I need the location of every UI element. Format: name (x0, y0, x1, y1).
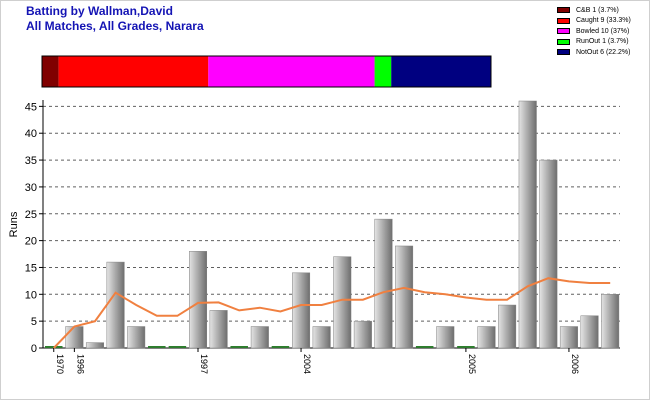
x-tick-label: 2004 (302, 354, 312, 374)
legend-swatch (557, 7, 570, 14)
bar (353, 320, 372, 349)
bar (189, 251, 208, 349)
x-tick-label: 1996 (75, 354, 85, 374)
legend-swatch (557, 17, 570, 24)
legend-item: RunOut 1 (3.7%) (557, 37, 631, 48)
bar-zero (230, 346, 248, 348)
dismissal-legend: C&B 1 (3.7%) Caught 9 (33.3%) Bowled 10 (3… (557, 5, 631, 58)
average-line (53, 277, 611, 349)
bar-zero (271, 346, 290, 348)
y-tick-label: 15 (25, 262, 37, 274)
legend-item: Caught 9 (33.3%) (557, 16, 631, 27)
y-tick-label: 10 (25, 289, 37, 301)
bar (580, 315, 599, 349)
legend-label: NotOut 6 (22.2%) (576, 48, 631, 56)
bar (209, 310, 228, 349)
y-tick-label: 5 (31, 316, 37, 328)
dismissal-segment (391, 56, 491, 87)
x-tick-label: 2005 (467, 354, 477, 374)
x-tick-label: 1970 (55, 354, 65, 374)
dismissal-bar-border (41, 55, 492, 88)
bar-zero (148, 346, 166, 348)
bar-zero (457, 346, 475, 348)
bar (436, 326, 455, 349)
dismissal-segment (58, 56, 209, 87)
bar (395, 245, 414, 349)
y-tick-label: 40 (25, 128, 37, 140)
dismissal-segment (374, 56, 392, 87)
bar (85, 342, 104, 349)
y-axis-title: Runs (8, 211, 20, 237)
legend-item: NotOut 6 (22.2%) (557, 47, 631, 58)
bar (250, 326, 269, 349)
y-tick-label: 0 (31, 343, 37, 355)
dismissal-segment (208, 56, 375, 87)
bar-zero (415, 346, 434, 348)
bar (518, 100, 537, 349)
x-tick-label: 1997 (199, 354, 209, 374)
legend-label: RunOut 1 (3.7%) (576, 38, 629, 46)
bar (333, 256, 352, 349)
chart-title: Batting by Wallman,David (26, 4, 173, 18)
legend-label: Bowled 10 (37%) (576, 27, 630, 35)
dismissal-segment (42, 56, 59, 87)
legend-item: Bowled 10 (37%) (557, 26, 631, 37)
chart-subtitle: All Matches, All Grades, Narara (26, 19, 204, 33)
y-tick-label: 45 (25, 101, 37, 113)
bar (106, 261, 125, 349)
bar (65, 326, 84, 349)
legend-label: C&B 1 (3.7%) (576, 6, 619, 14)
bar-zero (168, 346, 187, 348)
bar (292, 272, 311, 349)
bar (127, 326, 146, 349)
y-tick-label: 20 (25, 236, 37, 248)
bar (374, 218, 393, 349)
legend-swatch (557, 49, 570, 56)
bar (539, 159, 558, 349)
bar (601, 294, 620, 349)
bar (477, 326, 496, 349)
y-tick-label: 30 (25, 182, 37, 194)
bar (312, 326, 331, 349)
legend-label: Caught 9 (33.3%) (576, 17, 631, 25)
bar (559, 326, 578, 349)
y-tick-label: 25 (25, 209, 37, 221)
legend-swatch (557, 28, 570, 35)
legend-swatch (557, 38, 570, 45)
x-tick-label: 2006 (570, 354, 580, 374)
bar (498, 304, 517, 349)
legend-item: C&B 1 (3.7%) (557, 5, 631, 16)
y-tick-label: 35 (25, 155, 37, 167)
